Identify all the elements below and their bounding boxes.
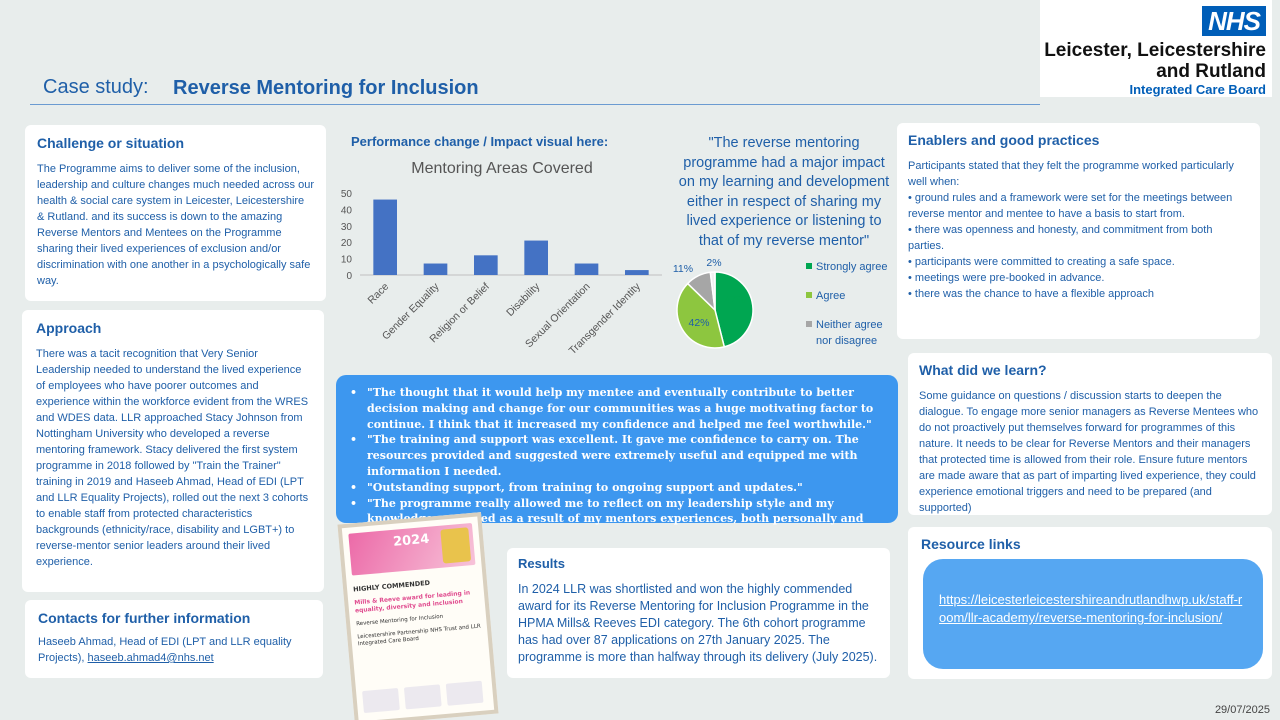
- x-tick-label: Race: [365, 281, 391, 307]
- enablers-item: • meetings were pre-booked in advance.: [908, 272, 1105, 284]
- enablers-intro: Participants stated that they felt the p…: [908, 160, 1234, 188]
- enablers-item: • participants were committed to creatin…: [908, 256, 1175, 268]
- learnings-heading: What did we learn?: [919, 362, 1047, 378]
- approach-heading: Approach: [36, 320, 102, 336]
- pie-chart: 47% 42% 11% 2% Strongly agree Agree Neither a…: [673, 257, 888, 349]
- page-title: Reverse Mentoring for Inclusion: [173, 77, 479, 99]
- resources-heading: Resource links: [921, 536, 1021, 552]
- quotes-panel: "The thought that it would help my mente…: [336, 375, 898, 541]
- contact-email-link[interactable]: haseeb.ahmad4@nhs.net: [87, 652, 214, 664]
- enablers-item: • there was openness and honesty, and co…: [908, 224, 1213, 252]
- legend-swatch: [806, 292, 812, 298]
- contacts-heading: Contacts for further information: [38, 610, 251, 626]
- pie-slice: [676, 282, 726, 349]
- legend-label: Agree: [816, 290, 845, 302]
- award-seal-icon: [440, 527, 472, 564]
- bar: [423, 263, 448, 275]
- award-year: 2024: [392, 531, 430, 550]
- challenge-heading: Challenge or situation: [37, 135, 185, 151]
- legend-swatch: [806, 321, 812, 327]
- y-tick-label: 40: [341, 205, 353, 216]
- contacts-text: Haseeb Ahmad, Head of EDI (LPT and LLR e…: [38, 636, 292, 664]
- resource-link[interactable]: https://leicesterleicestershireandrutlan…: [939, 592, 1243, 625]
- contacts-body: Haseeb Ahmad, Head of EDI (LPT and LLR e…: [38, 634, 310, 666]
- y-tick-label: 30: [341, 222, 353, 233]
- results-heading: Results: [518, 556, 565, 571]
- bar-chart: Mentoring Areas Covered 0 10 20 30 40 50 Race…: [341, 160, 662, 357]
- quote-item: "Outstanding support, from training to o…: [348, 480, 886, 496]
- award-sponsor-logos: [362, 680, 484, 714]
- x-tick-label: Disability: [504, 280, 543, 319]
- title-divider: [30, 104, 1040, 105]
- nhs-logo: NHS: [1202, 6, 1266, 36]
- resources-card: Resource links https://leicesterleiceste…: [908, 527, 1272, 679]
- y-tick-label: 0: [346, 271, 352, 282]
- results-body: In 2024 LLR was shortlisted and won the …: [518, 582, 878, 664]
- case-study-label: Case study:: [43, 76, 149, 98]
- results-card: Results In 2024 LLR was shortlisted and …: [507, 548, 890, 678]
- org-name-line3: Integrated Care Board: [1129, 82, 1266, 97]
- bar: [524, 240, 548, 275]
- contacts-card: Contacts for further information Haseeb …: [25, 600, 323, 678]
- pie-slice: [714, 271, 754, 348]
- award-certificate-image: 2024 HIGHLY COMMENDED Mills & Reeve awar…: [337, 512, 499, 720]
- bar: [373, 199, 397, 275]
- legend-label: Strongly agree: [816, 261, 888, 273]
- legend-label: Neither agree nor disagree: [816, 319, 883, 347]
- approach-card: Approach There was a tacit recognition t…: [22, 310, 324, 592]
- pie-data-label: 2%: [706, 257, 721, 269]
- quotes-list: "The thought that it would help my mente…: [348, 385, 886, 543]
- resource-link-box: https://leicesterleicestershireandrutlan…: [923, 559, 1263, 669]
- y-tick-label: 50: [341, 189, 353, 200]
- award-banner: 2024: [348, 522, 476, 576]
- pie-data-label: 47%: [724, 294, 745, 306]
- enablers-heading: Enablers and good practices: [908, 132, 1100, 148]
- date-stamp: 29/07/2025: [1214, 704, 1270, 716]
- approach-body: There was a tacit recognition that Very …: [36, 348, 309, 568]
- performance-heading: Performance change / Impact visual here:: [351, 134, 609, 149]
- quote-item: "The training and support was excellent.…: [348, 432, 886, 479]
- enablers-item: • there was the chance to have a flexibl…: [908, 288, 1155, 300]
- bar: [474, 255, 498, 275]
- quote-item: "The thought that it would help my mente…: [348, 385, 886, 432]
- featured-quote: "The reverse mentoring programme had a m…: [678, 135, 890, 249]
- award-org: Leicestershire Partnership NHS Trust and…: [357, 623, 481, 648]
- enablers-card: Enablers and good practices Participants…: [897, 123, 1260, 339]
- pie-data-label: 11%: [673, 263, 693, 275]
- y-tick-label: 20: [341, 238, 353, 249]
- learnings-body: Some guidance on questions / discussion …: [919, 390, 1259, 514]
- org-name-line2: and Rutland: [1156, 61, 1266, 82]
- learnings-card: What did we learn? Some guidance on ques…: [908, 353, 1272, 515]
- legend-swatch: [806, 263, 812, 269]
- challenge-body: The Programme aims to deliver some of th…: [37, 163, 315, 287]
- y-tick-label: 10: [341, 255, 353, 266]
- bar-chart-title: Mentoring Areas Covered: [411, 160, 592, 177]
- challenge-card: Challenge or situation The Programme aim…: [25, 125, 326, 301]
- bar: [625, 270, 649, 275]
- quote-item: "The programme really allowed me to refl…: [348, 496, 886, 543]
- logo-panel: NHS Leicester, Leicestershire and Rutlan…: [1040, 0, 1272, 97]
- org-name-line1: Leicester, Leicestershire: [1044, 40, 1266, 61]
- bar: [574, 263, 599, 275]
- pie-data-label: 42%: [688, 317, 709, 329]
- pie-slice: [709, 271, 716, 311]
- enablers-item: • ground rules and a framework were set …: [908, 192, 1233, 220]
